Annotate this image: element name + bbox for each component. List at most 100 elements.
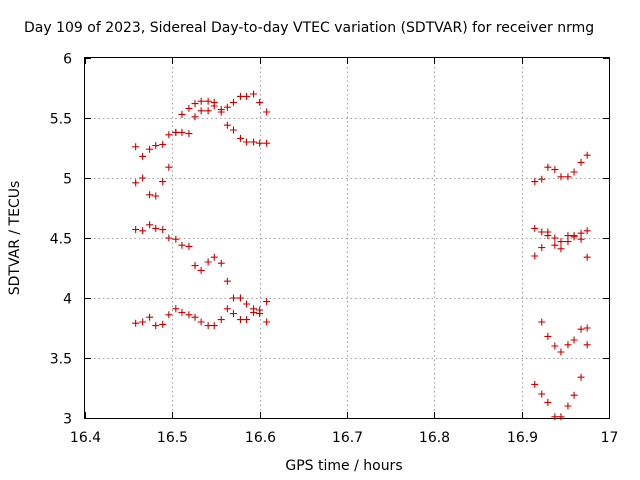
data-point-middle: [544, 232, 552, 240]
y-tick-label: 3: [63, 412, 72, 428]
data-point-middle: [531, 224, 539, 232]
data-point-upper: [146, 145, 154, 153]
data-point-middle: [217, 259, 225, 267]
grid-lines: [85, 58, 609, 418]
data-point-upper: [229, 126, 237, 134]
data-point-upper: [165, 131, 173, 139]
data-point-lower: [263, 318, 271, 326]
data-point-upper: [538, 175, 546, 183]
data-point-middle: [146, 221, 154, 229]
data-point-upper: [243, 138, 251, 146]
data-point-middle: [172, 235, 180, 243]
data-point-upper: [159, 178, 167, 186]
data-point-upper: [250, 138, 258, 146]
data-point-upper: [178, 110, 186, 118]
data-point-middle: [229, 294, 237, 302]
data-point-upper: [185, 130, 193, 138]
data-point-middle: [178, 241, 186, 249]
data-point-lower: [250, 308, 258, 316]
y-tick-label: 5: [63, 172, 72, 188]
data-point-lower: [217, 316, 225, 324]
data-point-middle: [223, 277, 231, 285]
data-point-middle: [531, 252, 539, 260]
data-point-middle: [159, 226, 167, 234]
data-point-lower: [577, 373, 585, 381]
data-point-lower: [551, 342, 559, 350]
x-tick-label: 16.9: [507, 430, 538, 446]
data-point-upper: [178, 128, 186, 136]
data-point-upper: [152, 192, 160, 200]
data-point-middle: [557, 238, 565, 246]
data-point-upper: [236, 92, 244, 100]
data-point-upper: [152, 142, 160, 150]
data-points: [132, 90, 591, 421]
data-point-lower: [139, 318, 147, 326]
data-point-upper: [564, 173, 572, 181]
x-tick-label: 16.7: [332, 430, 363, 446]
data-point-lower: [191, 313, 199, 321]
data-point-upper: [139, 174, 147, 182]
data-point-lower: [185, 311, 193, 319]
data-point-middle: [152, 224, 160, 232]
data-point-middle: [564, 232, 572, 240]
data-point-lower: [146, 313, 154, 321]
data-point-middle: [551, 241, 559, 249]
data-point-upper: [236, 134, 244, 142]
data-point-upper: [197, 97, 205, 105]
data-point-upper: [229, 98, 237, 106]
data-point-middle: [538, 228, 546, 236]
data-point-upper: [159, 140, 167, 148]
data-point-lower: [551, 413, 559, 421]
data-point-middle: [204, 258, 212, 266]
data-point-middle: [132, 226, 140, 234]
data-point-middle: [557, 245, 565, 253]
data-point-lower: [178, 308, 186, 316]
data-point-upper: [139, 152, 147, 160]
data-point-middle: [577, 229, 585, 237]
y-tick-label: 6: [63, 52, 72, 68]
data-point-lower: [577, 325, 585, 333]
data-point-lower: [583, 341, 591, 349]
x-tick-label: 16.5: [157, 430, 188, 446]
data-point-lower: [243, 316, 251, 324]
data-point-upper: [146, 191, 154, 199]
data-point-middle: [564, 238, 572, 246]
y-axis-label: SDTVAR / TECUs: [7, 181, 23, 296]
data-point-lower: [564, 402, 572, 410]
data-point-middle: [538, 244, 546, 252]
data-point-middle: [583, 253, 591, 261]
data-point-upper: [210, 102, 218, 110]
data-point-upper: [185, 104, 193, 112]
data-point-upper: [165, 163, 173, 171]
data-point-lower: [544, 398, 552, 406]
x-tick-label: 16.6: [245, 430, 276, 446]
chart-title: Day 109 of 2023, Sidereal Day-to-day VTE…: [24, 20, 594, 36]
data-point-lower: [204, 322, 212, 330]
data-point-lower: [538, 318, 546, 326]
x-axis-label: GPS time / hours: [285, 458, 402, 474]
data-point-middle: [191, 262, 199, 270]
data-point-upper: [570, 168, 578, 176]
data-point-middle: [165, 234, 173, 242]
data-point-middle: [551, 234, 559, 242]
data-point-upper: [132, 143, 140, 151]
data-point-lower: [570, 391, 578, 399]
data-point-upper: [577, 158, 585, 166]
data-point-upper: [263, 139, 271, 147]
data-point-lower: [531, 380, 539, 388]
data-point-middle: [139, 227, 147, 235]
data-point-lower: [544, 332, 552, 340]
data-point-lower: [197, 318, 205, 326]
data-point-upper: [551, 166, 559, 174]
data-point-lower: [570, 336, 578, 344]
data-point-middle: [263, 298, 271, 306]
data-point-upper: [191, 113, 199, 121]
data-point-lower: [223, 305, 231, 313]
data-point-upper: [583, 151, 591, 159]
x-tick-label: 17: [601, 430, 619, 446]
data-point-lower: [165, 311, 173, 319]
data-point-upper: [217, 108, 225, 116]
data-point-upper: [223, 103, 231, 111]
y-tick-label: 4.5: [50, 232, 72, 248]
